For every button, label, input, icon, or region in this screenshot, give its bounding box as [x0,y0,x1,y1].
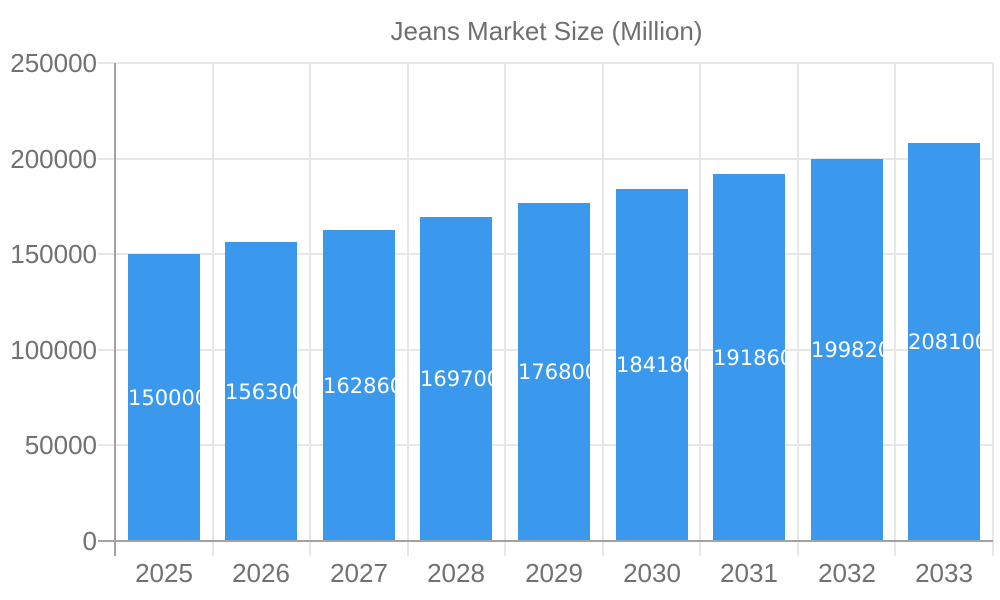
y-axis-tick [98,253,115,255]
x-gridline [407,63,409,541]
legend-label: Jeans Market Size (Million) [390,15,703,46]
x-axis-tick [309,541,311,556]
bar-2033[interactable]: 208100 [908,143,980,541]
x-axis-tick [504,541,506,556]
bar-value-label: 191860 [713,345,785,370]
x-axis-label: 2029 [525,558,583,588]
bar-value-label: 169700 [420,367,492,391]
x-axis-label: 2026 [232,558,290,588]
bar-2026[interactable]: 156300 [225,242,297,541]
x-axis-label: 2031 [720,558,778,588]
bar-value-label: 162860 [323,373,395,398]
x-gridline [992,63,994,541]
x-gridline [602,63,604,541]
bar-2032[interactable]: 199820 [811,159,883,541]
x-axis-label: 2028 [427,558,485,588]
x-axis-tick [797,541,799,556]
x-gridline [504,63,506,541]
y-axis-tick [98,349,115,351]
x-gridline [309,63,311,541]
x-axis-tick [699,541,701,556]
bar-value-label: 184180 [616,353,688,377]
x-gridline [212,63,214,541]
x-axis-label: 2030 [623,558,681,588]
bar-value-label: 208100 [908,330,980,354]
bar-2028[interactable]: 169700 [420,217,492,541]
bar-2031[interactable]: 191860 [713,174,785,541]
y-axis-label: 200000 [10,144,97,174]
y-axis-tick [98,444,115,446]
x-axis-tick [992,541,994,556]
x-axis-label: 2032 [818,558,876,588]
x-axis-label: 2025 [135,558,193,588]
y-axis-line [114,63,116,556]
chart-legend: Jeans Market Size (Million) [0,16,1000,46]
bar-2027[interactable]: 162860 [323,230,395,541]
bar-value-label: 176800 [518,360,590,384]
y-axis-tick [98,62,115,64]
x-gridline [699,63,701,541]
x-axis-label: 2033 [915,558,973,588]
bar-2030[interactable]: 184180 [616,189,688,541]
bar-value-label: 199820 [811,338,883,362]
x-gridline [797,63,799,541]
bar-value-label: 150000 [128,385,200,410]
y-axis-tick [98,158,115,160]
y-axis-label: 0 [82,526,97,556]
y-axis-label: 250000 [10,48,97,78]
bar-value-label: 156300 [225,379,297,404]
bar-2029[interactable]: 176800 [518,203,590,541]
y-gridline [115,158,993,160]
y-gridline [115,62,993,64]
x-axis-baseline [98,540,993,542]
x-axis-tick [894,541,896,556]
x-axis-tick [212,541,214,556]
x-gridline [894,63,896,541]
bar-2025[interactable]: 150000 [128,254,200,541]
legend-color-swatch [297,19,376,44]
x-axis-tick [407,541,409,556]
x-axis-tick [602,541,604,556]
y-axis-label: 50000 [24,430,97,460]
x-axis-label: 2027 [330,558,388,588]
y-axis-label: 100000 [10,335,97,365]
y-axis-label: 150000 [10,239,97,269]
